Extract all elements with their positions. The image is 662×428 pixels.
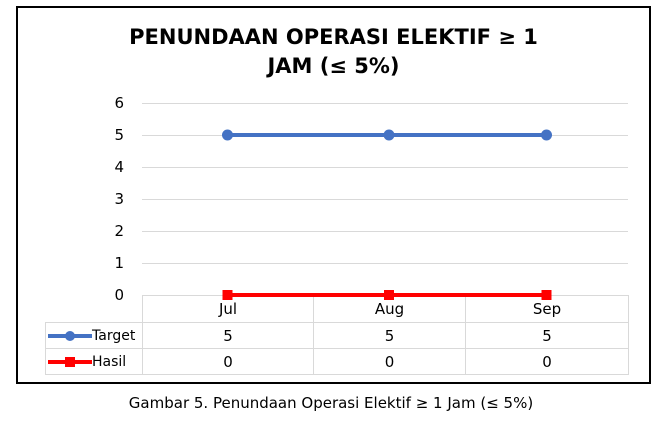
value-hasil-aug: 0 (313, 348, 466, 375)
gridline (142, 102, 628, 104)
gridline (142, 262, 628, 264)
y-axis-tick-label: 2 (114, 222, 124, 240)
y-axis-tick-label: 4 (114, 158, 124, 176)
hasil-series-marker-icon (48, 356, 92, 368)
category-header-row: Jul Aug Sep (46, 295, 629, 323)
legend-label-target: Target (92, 327, 136, 344)
y-axis-tick-label: 6 (114, 94, 124, 112)
gridline (142, 198, 628, 200)
category-label-aug: Aug (313, 295, 466, 323)
legend-target: Target (45, 322, 143, 349)
gridline (142, 166, 628, 168)
value-target-aug: 5 (313, 322, 466, 349)
gridline (142, 134, 628, 136)
table-corner-blank (46, 296, 143, 323)
target-series-marker-icon (48, 330, 92, 342)
y-axis-tick-label: 3 (114, 190, 124, 208)
legend-hasil: Hasil (45, 348, 143, 375)
y-axis-tick-label: 5 (114, 126, 124, 144)
gridline (142, 230, 628, 232)
series-row-target: Target 5 5 5 (45, 322, 629, 349)
value-target-sep: 5 (465, 322, 629, 349)
figure-caption: Gambar 5. Penundaan Operasi Elektif ≥ 1 … (128, 394, 534, 412)
y-axis-tick-label: 0 (114, 286, 124, 304)
y-axis-tick-label: 1 (114, 254, 124, 272)
legend-label-hasil: Hasil (92, 353, 127, 370)
value-hasil-sep: 0 (465, 348, 629, 375)
chart-title-line1: PENUNDAAN OPERASI ELEKTIF ≥ 1 (129, 25, 538, 49)
value-hasil-jul: 0 (142, 348, 314, 375)
value-target-jul: 5 (142, 322, 314, 349)
category-label-jul: Jul (142, 295, 314, 323)
category-label-sep: Sep (465, 295, 629, 323)
series-row-hasil: Hasil 0 0 0 (45, 348, 629, 375)
chart-figure: PENUNDAAN OPERASI ELEKTIF ≥ 1 JAM (≤ 5%)… (16, 6, 651, 384)
chart-title-line2: JAM (≤ 5%) (267, 54, 400, 78)
chart-title: PENUNDAAN OPERASI ELEKTIF ≥ 1 JAM (≤ 5%) (18, 23, 649, 81)
data-table: Jul Aug Sep Target 5 5 5 (45, 295, 629, 375)
